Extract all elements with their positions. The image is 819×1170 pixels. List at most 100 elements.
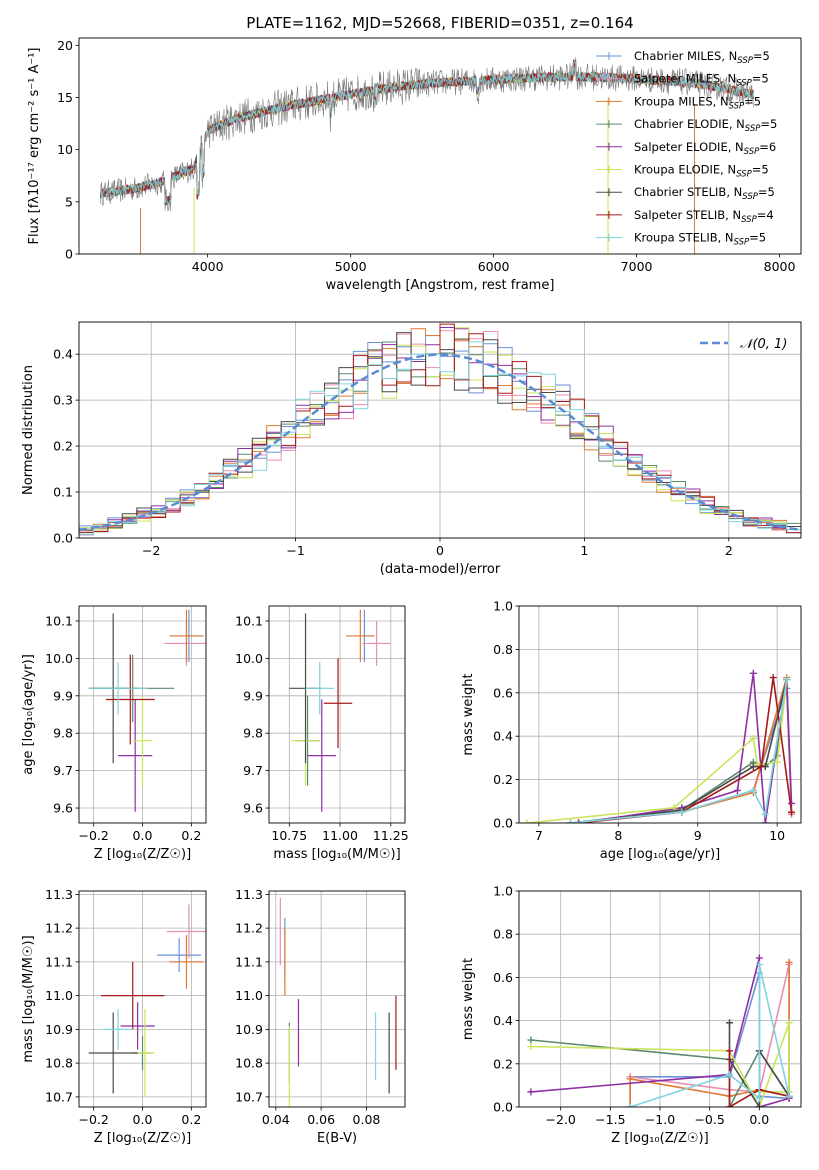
errorbar-point — [88, 1012, 138, 1094]
legend-subscript: SSP — [744, 147, 760, 157]
legend-subscript: SSP — [729, 101, 745, 111]
legend-name: Chabrier STELIB, N — [634, 185, 742, 199]
axes-frame — [268, 605, 406, 824]
legend-entry: Salpeter ELODIE, NSSP=6 — [596, 140, 776, 157]
legend-subscript: SSP — [734, 238, 750, 248]
y-tick-label: 9.6 — [243, 801, 263, 816]
legend-name: Kroupa MILES, N — [634, 94, 729, 108]
errorbar-point — [157, 938, 202, 972]
legend-entry: Salpeter MILES, NSSP=5 — [596, 72, 769, 89]
axes-frame — [78, 321, 802, 539]
y-tick-label: 0.0 — [493, 816, 513, 831]
plot-area — [269, 891, 405, 1107]
x-tick-label: 0 — [436, 543, 444, 558]
panel-mass-vs-Z: −0.2 0.0 0.2 10.7 10.8 10.9 11.0 11.1 11.2 11.3 Z … — [21, 887, 207, 1146]
plot-area — [100, 57, 754, 254]
plot-area — [79, 322, 801, 538]
y-tick-label: 20 — [57, 38, 73, 53]
x-tick-label: 8 — [614, 828, 622, 843]
weight-marker — [749, 786, 757, 794]
plot-area — [519, 606, 801, 823]
y-tick-label: 1.0 — [493, 884, 513, 899]
weight-series-0 — [570, 688, 793, 823]
errorbar-point — [166, 904, 206, 959]
weight-marker — [575, 819, 583, 823]
y-tick-label: 0.3 — [53, 393, 73, 408]
y-tick-label: 11.0 — [45, 988, 73, 1003]
x-axis-label: Z [log₁₀(Z/Z☉)] — [94, 847, 191, 862]
weight-series-5 — [530, 1022, 790, 1107]
x-tick-label: 9 — [694, 828, 702, 843]
x-tick-label: 0.0 — [133, 828, 153, 843]
weight-marker — [749, 669, 757, 677]
weight-marker — [626, 1103, 634, 1107]
x-tick-label: 10 — [769, 828, 785, 843]
x-tick-label: −0.5 — [694, 1112, 724, 1127]
weight-marker — [785, 958, 793, 966]
y-tick-label: 10 — [57, 142, 73, 157]
x-tick-label: 0.2 — [181, 1112, 201, 1127]
y-tick-label: 0.0 — [493, 1100, 513, 1115]
plot-area — [269, 606, 405, 823]
legend-label: Chabrier ELODIE, NSSP=5 — [634, 117, 777, 134]
x-tick-label: 1 — [580, 543, 588, 558]
weight-marker — [527, 1036, 535, 1044]
y-tick-label: 9.9 — [243, 688, 263, 703]
errorbar-point — [169, 934, 204, 989]
y-axis-label: age [log₁₀(age/yr)] — [21, 654, 36, 775]
legend-suffix: =5 — [752, 72, 769, 86]
weight-marker — [761, 819, 769, 823]
weight-marker — [726, 1019, 734, 1027]
x-tick-label: 0.2 — [181, 828, 201, 843]
y-tick-label: 0.6 — [493, 970, 513, 985]
errorbar-point — [120, 1002, 155, 1050]
weight-marker — [733, 786, 741, 794]
legend-subscript: SSP — [736, 79, 752, 89]
weight-marker — [726, 1071, 734, 1079]
legend-suffix: =5 — [753, 49, 770, 63]
weight-series-8 — [570, 679, 788, 823]
x-tick-label: 5000 — [335, 259, 367, 274]
weight-marker — [757, 763, 765, 771]
y-tick-label: 10.1 — [45, 613, 73, 628]
weight-marker — [755, 1103, 763, 1107]
x-tick-label: 0.0 — [749, 1112, 769, 1127]
y-tick-label: 0.4 — [53, 347, 73, 362]
errorbar-point — [169, 609, 204, 663]
y-tick-label: 9.7 — [243, 763, 263, 778]
weight-marker — [755, 954, 763, 962]
legend-suffix: =5 — [752, 163, 769, 177]
y-tick-label: 10.0 — [235, 651, 263, 666]
panel-weight-vs-age: 7 8 9 10 0.0 0.2 0.4 0.6 0.8 1.0 age [log₁₀(age/yr… — [461, 599, 802, 862]
legend-entry: Chabrier ELODIE, NSSP=5 — [596, 117, 777, 134]
axes-frame — [268, 890, 406, 1108]
x-tick-label: 0.0 — [133, 1112, 153, 1127]
weight-series-7 — [728, 1050, 790, 1107]
axes-frame — [518, 605, 802, 824]
y-tick-label: 9.8 — [243, 726, 263, 741]
y-tick-label: 9.8 — [53, 726, 73, 741]
residual-histogram-8 — [79, 341, 801, 535]
legend-suffix: =5 — [749, 231, 766, 245]
weight-marker — [785, 1092, 793, 1100]
legend-subscript: SSP — [736, 170, 752, 180]
chart-title: PLATE=1162, MJD=52668, FIBERID=0351, z=0… — [246, 14, 633, 32]
legend-label: 𝒩(0, 1) — [740, 337, 787, 352]
y-tick-label: 0.6 — [493, 685, 513, 700]
weight-marker — [626, 1075, 634, 1083]
weight-marker — [787, 808, 795, 816]
y-tick-label: 0 — [65, 247, 73, 262]
legend-label: Kroupa MILES, NSSP=5 — [634, 94, 761, 111]
errorbar-point — [307, 699, 336, 812]
weight-marker — [567, 819, 575, 823]
errorbar-point — [346, 609, 375, 663]
y-tick-label: 11.1 — [235, 954, 263, 969]
x-axis-label: Z [log₁₀(Z/Z☉)] — [94, 1131, 191, 1146]
weight-series-6 — [728, 1022, 790, 1107]
legend-suffix: =4 — [757, 208, 774, 222]
axes-frame — [518, 890, 802, 1108]
x-tick-label: −1.0 — [645, 1112, 675, 1127]
panel-mass-vs-EBV: 0.04 0.06 0.08 10.7 10.8 10.9 11.0 11.1 11.2 11.3… — [235, 887, 406, 1146]
weight-marker — [783, 676, 791, 684]
panel-age-vs-Z: −0.2 0.0 0.2 9.6 9.7 9.8 9.9 10.0 10.1 Z [log₁₀(Z… — [21, 605, 207, 862]
